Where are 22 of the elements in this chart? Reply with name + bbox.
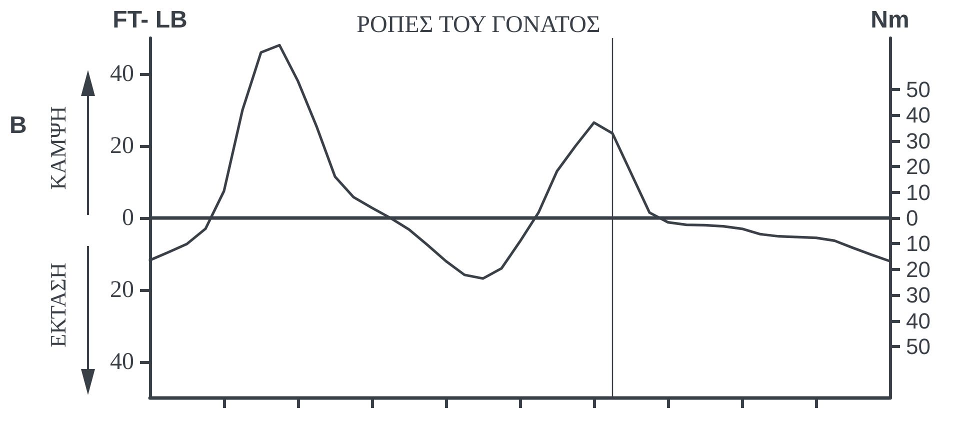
y2-axis-title: Nm: [870, 6, 910, 34]
text: B: [10, 112, 27, 140]
y2-tick-label: 50: [906, 76, 930, 102]
y-tick-label: 0: [122, 205, 134, 231]
y-axis-title: FT- LB: [112, 6, 188, 34]
y2-tick-label: 30: [906, 128, 930, 154]
y2-tick-label: 20: [906, 256, 930, 282]
y-tick-label: 40: [110, 61, 134, 87]
y2-tick-label: 0: [906, 206, 918, 230]
y-tick-label: 20: [110, 133, 134, 159]
y2-tick-label: 20: [906, 154, 930, 180]
y2-tick-label: 40: [906, 308, 930, 334]
text: ΚΑΜΨΗ: [45, 106, 72, 190]
y2-tick-label: 30: [906, 282, 930, 308]
y2-tick-label: 10: [906, 231, 930, 256]
y2-tick-label: 40: [906, 102, 930, 128]
chart-title: ΡΟΠΕΣ ΤΟΥ ΓΟΝΑΤΟΣ: [356, 12, 600, 38]
y-tick-label: 40: [110, 349, 134, 375]
y-tick-label: 20: [110, 277, 134, 303]
text: ΕΚΤΑΣΗ: [44, 262, 71, 348]
y2-tick-label: 10: [906, 180, 930, 205]
y2-tick-label: 50: [906, 334, 930, 360]
